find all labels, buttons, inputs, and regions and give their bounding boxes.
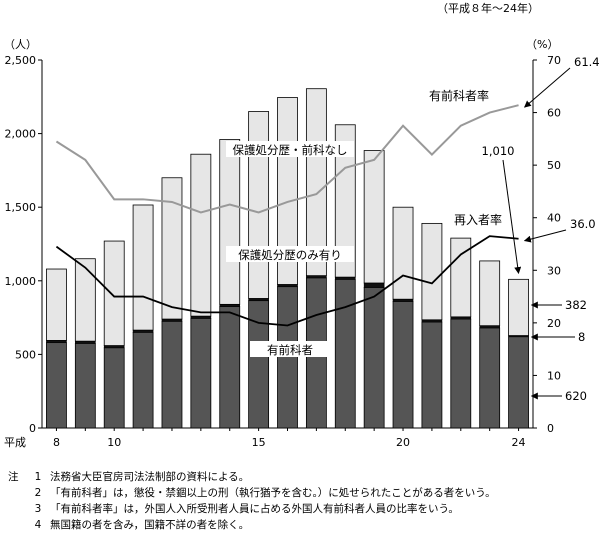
arrow-prior-rate [524,67,571,108]
bar-juvenile-only [363,150,385,284]
bar-juvenile-only [248,111,270,299]
note-text: 「有前科者」は，懲役・禁錮以上の刑（執行猶予を含む。）に処せられたことがある者を… [50,487,496,499]
y2-tick-label: 10 [547,369,561,382]
right-axis-unit: （%） [526,38,558,51]
label-prior-box [250,341,330,357]
label-no-disposition: 保護処分歴・前科なし [233,143,348,157]
y-tick-label: 500 [15,348,36,361]
bar-juvenile-only [392,206,414,300]
y2-tick-label: 70 [547,54,561,67]
bar-juvenile-only [421,222,443,321]
y2-tick-label: 50 [547,159,561,172]
note-2: 2 「有前科者」は，懲役・禁錮以上の刑（執行猶予を含む。）に処せられたことがある者… [8,486,496,500]
label-reentry-rate: 再入者率 [454,212,502,227]
y-tick-label: 2,500 [5,54,37,67]
y2-tick-label: 30 [547,264,561,277]
bar-prior [161,320,183,429]
note-number: 4 [34,519,42,531]
y-tick-label: 1,000 [5,275,37,288]
bar-juvenile-only [305,88,327,277]
x-prefix: 平成 [4,436,26,449]
note-text: 無国籍の者を含み，国籍不詳の者を除く。 [50,519,250,531]
bar-prior [363,287,385,429]
label-prior-rate: 有前科者率 [429,88,489,103]
bar-juvenile-only [132,204,154,331]
bar-juvenile-only [479,260,501,327]
label-juvenile-only: 保護処分歴のみ有り [238,248,342,262]
bar-prior [74,342,96,429]
bar-juvenile-only [334,124,356,278]
label-juvenile-only-box [226,246,354,262]
value-reentry-rate: 36.0 [570,217,596,231]
value-total: 1,010 [482,144,515,158]
note-number: 3 [34,503,42,515]
bar-prior [132,331,154,429]
bar-prior [450,318,472,429]
x-tick-label: 20 [396,436,410,449]
bar-juvenile-only [103,240,125,346]
bar-prior [277,286,298,429]
bar-prior [219,306,241,429]
note-3: 3 「有前科者率」は，外国人入所受刑者人員に占める外国人有前科者人員の比率をいう。 [8,502,459,516]
x-tick-label: 10 [107,436,121,449]
line-reentry-rate [55,235,519,327]
arrow-reentry-rate [523,229,567,243]
y2-tick-label: 0 [547,422,554,435]
bar-prior [190,317,212,429]
bar-juvenile-only [46,268,67,341]
value-382: 382 [565,298,587,312]
line-prior-rate [55,104,519,214]
bar-prior [421,321,443,429]
bar-juvenile-only [219,139,241,305]
y2-tick-label: 60 [547,107,561,120]
x-tick-label: 24 [512,436,526,449]
value-8: 8 [578,330,585,344]
bar-prior [334,278,356,429]
note-text: 「有前科者率」は，外国人入所受刑者人員に占める外国人有前科者人員の比率をいう。 [50,503,459,515]
value-620: 620 [565,389,587,403]
left-axis-unit: （人） [4,38,37,51]
y2-tick-label: 20 [547,317,561,330]
y2-tick-label: 40 [547,212,561,225]
bar-juvenile-only [161,177,183,320]
bar-prior [508,336,529,429]
label-prior: 有前科者 [267,343,313,357]
bar-juvenile-only [190,153,212,317]
y-tick-label: 1,500 [5,201,37,214]
note-number: 2 [34,487,42,499]
value-prior-rate: 61.4 [574,55,600,69]
y-tick-label: 2,000 [5,128,37,141]
note-label: 注 [8,471,19,483]
bar-both [363,282,385,288]
range-note: （平成８年～24年） [437,1,539,15]
note-text: 法務省大臣官房司法法制部の資料による。 [50,471,250,483]
bar-prior [392,301,414,429]
bar-juvenile-only [74,258,96,342]
bar-prior [103,347,125,429]
bar-juvenile-only [450,237,472,318]
label-no-disposition-box [226,141,354,157]
x-tick-label: 15 [252,436,266,449]
chart: 0 500 1,000 1,500 2,000 2,500 0 10 20 30 40 50 60 70 （… [4,1,600,449]
bar-juvenile-only [508,278,529,336]
arrow-total [502,159,522,275]
bar-prior [46,342,67,429]
note-1: 注 1 法務省大臣官房司法法制部の資料による。 [8,470,249,484]
note-4: 4 無国籍の者を含み，国籍不詳の者を除く。 [8,518,249,532]
note-number: 1 [34,471,42,483]
y-tick-label: 0 [29,422,36,435]
bar-prior [479,327,501,429]
x-tick-label: 8 [53,436,60,449]
